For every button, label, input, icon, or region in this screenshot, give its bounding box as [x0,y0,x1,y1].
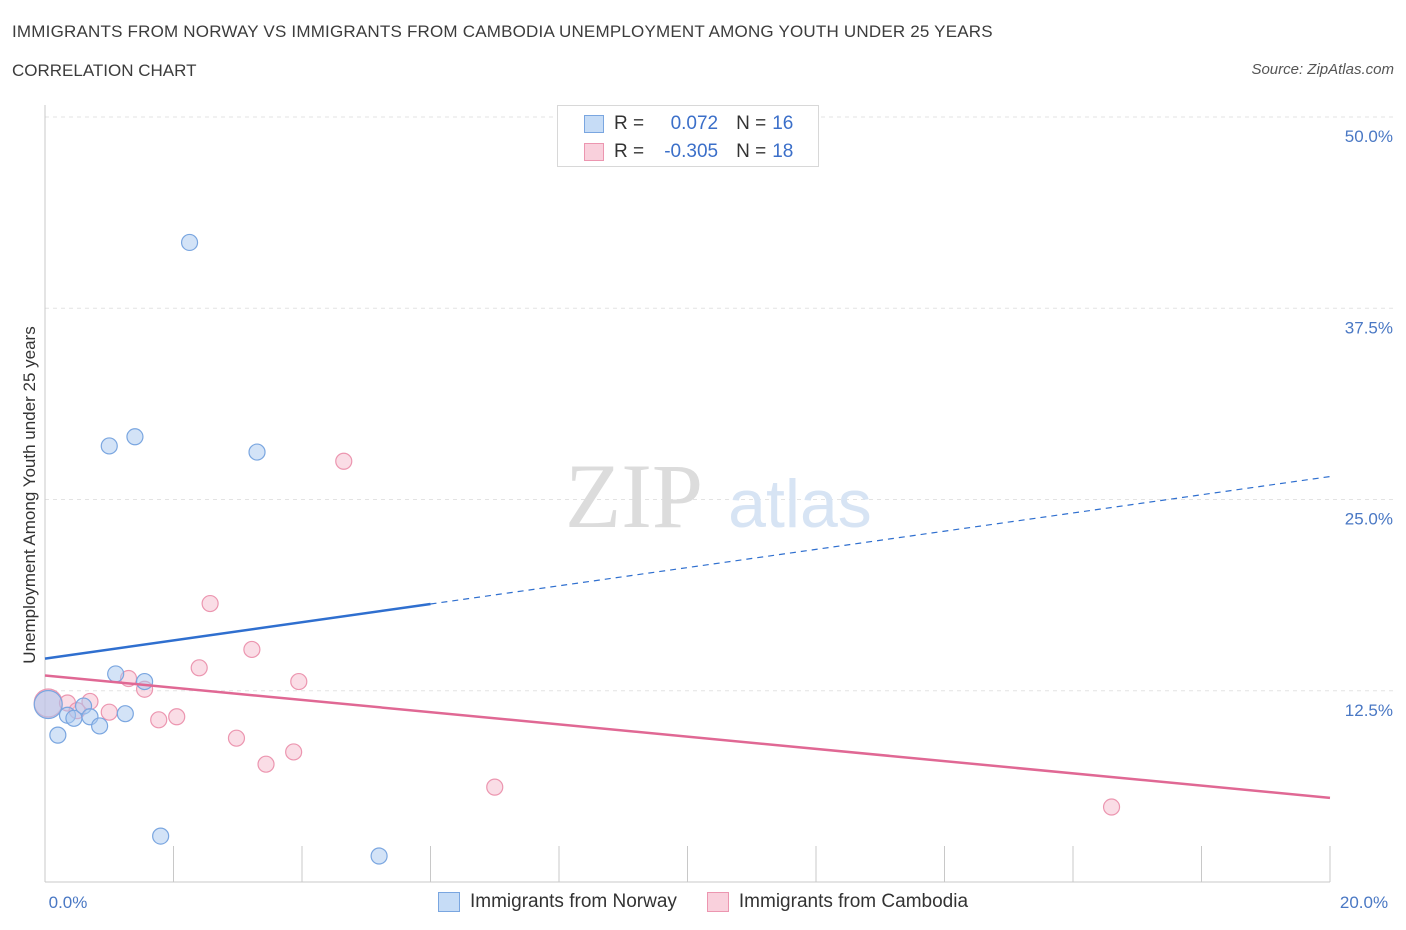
cambodia-trend-line [44,674,1331,800]
x-tick-min: 0.0% [49,893,88,912]
legend-item-cambodia[interactable]: Immigrants from Cambodia [706,891,969,913]
legend-swatch-cambodia [584,143,604,161]
legend-r-label: R = [614,141,645,162]
y-tick-label: 37.5% [1345,318,1393,337]
legend-n-label: N = [736,113,767,134]
legend-r-value-norway: 0.072 [670,113,719,134]
chart-title: IMMIGRANTS FROM NORWAY VS IMMIGRANTS FRO… [12,22,993,41]
cambodia-point [335,452,353,470]
legend-r-value-cambodia: -0.305 [664,141,719,162]
legend-r-label: R = [614,113,645,134]
cambodia-point [486,778,504,796]
legend-label-norway: Immigrants from Norway [469,891,677,912]
watermark-atlas: atlas [728,466,872,542]
legend-row-norway: R = 0.072 N = 16 [584,113,793,135]
cambodia-point [201,594,219,613]
source-note: Source: ZipAtlas.com [1251,61,1394,78]
axes [44,105,1331,883]
cambodia-point [1102,798,1121,816]
cambodia-point [227,729,246,747]
legend-item-norway[interactable]: Immigrants from Norway [437,891,677,913]
norway-points [33,233,388,865]
legend-n-value-norway: 16 [772,113,794,134]
norway-point [107,665,125,683]
y-tick-label: 12.5% [1345,701,1393,720]
correlation-legend: R = 0.072 N = 16 R = -0.305 N = 18 [557,105,819,167]
norway-point [49,726,67,744]
norway-point [152,827,170,845]
cambodia-point [168,708,186,726]
cambodia-point [150,711,168,729]
norway-trend-solid [44,602,431,660]
legend-swatch-norway [437,892,460,912]
cambodia-point [190,659,208,677]
norway-point [135,672,154,691]
gridlines [45,116,1395,692]
norway-trend-dashed [430,475,1331,605]
legend-n-label: N = [736,141,767,162]
trend-lines [44,475,1331,800]
legend-label-cambodia: Immigrants from Cambodia [738,891,969,912]
norway-point [116,705,134,723]
legend-n-value-cambodia: 18 [772,141,794,162]
legend-row-cambodia: R = -0.305 N = 18 [584,141,793,163]
y-tick-label: 50.0% [1345,127,1393,146]
cambodia-point [257,755,275,773]
norway-point [33,689,63,720]
y-tick-label: 25.0% [1345,510,1393,529]
legend-swatch-cambodia [706,892,729,912]
legend-swatch-norway [584,115,604,133]
cambodia-point [100,703,118,721]
norway-point [248,443,266,461]
series-legend: Immigrants from Norway Immigrants from C… [0,890,1406,914]
norway-point [180,233,199,252]
norway-point [91,717,109,735]
cambodia-point [243,640,261,659]
cambodia-point [290,672,308,691]
chart-subtitle: CORRELATION CHART [12,61,197,80]
cambodia-point [285,743,303,761]
watermark: ZIP atlas [565,445,872,547]
x-tick-max: 20.0% [1340,893,1388,912]
y-tick-labels: 12.5% 25.0% 37.5% 50.0% [1345,127,1393,720]
norway-point [126,428,144,446]
norway-point [100,437,118,455]
watermark-zip: ZIP [565,445,703,547]
norway-point [370,847,388,865]
